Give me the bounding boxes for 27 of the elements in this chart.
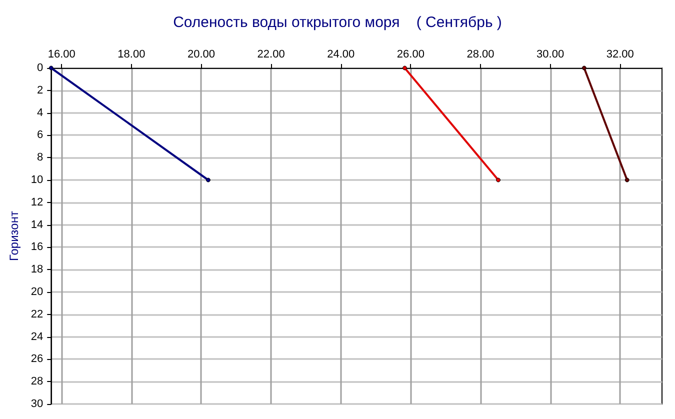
- y-tick-label: 8: [37, 152, 44, 164]
- y-tick-label: 16: [30, 241, 44, 254]
- x-tick-label: 30.00: [536, 48, 564, 60]
- x-tick-label: 20.00: [187, 48, 215, 60]
- y-tick-label: 26: [30, 353, 44, 366]
- y-tick-label: 18: [30, 264, 44, 276]
- x-tick-label: 16.00: [48, 48, 76, 60]
- y-tick-label: 4: [37, 106, 44, 119]
- x-tick-label: 32.00: [606, 48, 634, 60]
- chart-title: Соленость воды открытого моря ( Сентябрь ): [173, 14, 502, 31]
- y-tick-label: 24: [30, 330, 44, 343]
- y-tick-label: 20: [30, 286, 44, 298]
- y-tick-label: 2: [37, 84, 44, 96]
- y-tick-label: 28: [30, 376, 44, 388]
- x-tick-label: 28.00: [466, 48, 494, 60]
- y-tick-label: 30: [30, 398, 44, 410]
- x-tick-label: 26.00: [396, 48, 424, 60]
- y-tick-label: 10: [30, 174, 44, 186]
- y-axis-title: Горизонт: [7, 210, 21, 261]
- y-tick-label: 0: [37, 62, 44, 74]
- x-tick-label: 24.00: [327, 48, 355, 60]
- y-tick-label: 22: [30, 308, 44, 320]
- y-tick-label: 12: [30, 196, 44, 208]
- y-tick-label: 6: [37, 129, 44, 142]
- y-tick-label: 14: [30, 218, 44, 231]
- x-tick-label: 18.00: [118, 48, 146, 60]
- x-tick-label: 22.00: [257, 48, 285, 60]
